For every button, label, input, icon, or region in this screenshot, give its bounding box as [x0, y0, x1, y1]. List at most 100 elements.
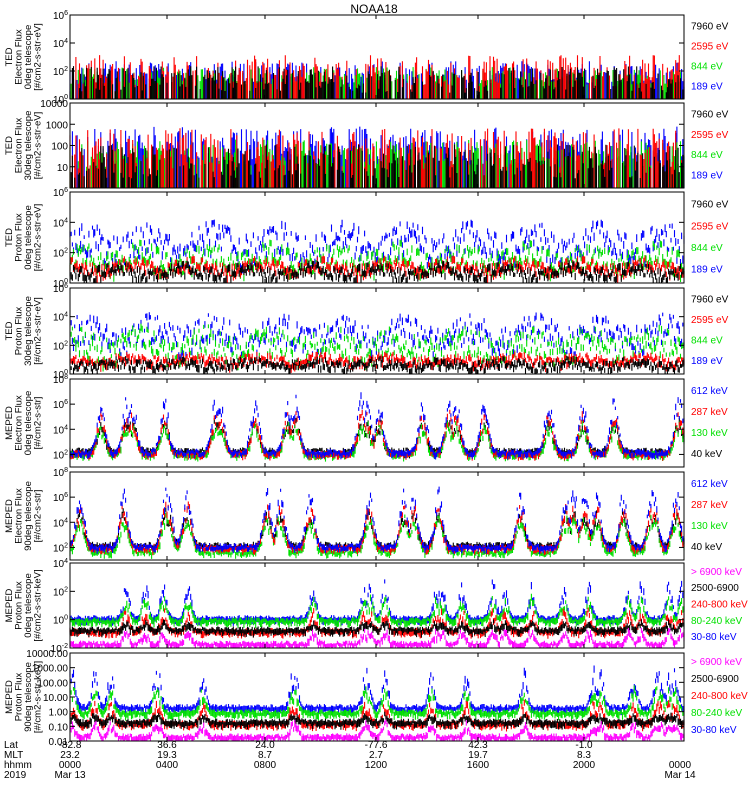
- x-tick-label: 1200: [365, 760, 388, 771]
- y-axis-label-line: 30deg telescope: [23, 111, 34, 181]
- y-axis-label-line: [#/cm2-s-str-eV]: [33, 204, 44, 272]
- y-tick-label: 100: [53, 369, 68, 381]
- x-tick-label: 1600: [467, 760, 490, 771]
- legend-entry: 7960 eV: [691, 110, 729, 121]
- legend-entry: 40 keV: [691, 542, 722, 553]
- y-axis-label-line: [#/cm2-s-str-eV]: [33, 297, 44, 365]
- series-trace-2-1: [70, 144, 684, 188]
- legend-entry: 844 eV: [691, 243, 723, 254]
- y-axis-label-line: [#/cm2-s-str]: [33, 490, 44, 543]
- x-row-label: Lat: [4, 740, 18, 751]
- y-axis-label-line: Proton Flux: [14, 306, 25, 355]
- y-tick-label: 104: [53, 517, 68, 529]
- legend-entry: 30-80 keV: [691, 632, 737, 643]
- legend-entry: 2595 eV: [691, 130, 729, 141]
- series-trace-6-2: [69, 501, 685, 556]
- panel-frame: [69, 378, 685, 468]
- legend-entry: 2500-6900: [691, 583, 739, 594]
- y-axis-label-line: TED: [4, 136, 15, 155]
- y-tick-label: 0.10: [49, 722, 69, 733]
- legend-entry: 2595 eV: [691, 315, 729, 326]
- legend-entry: 189 eV: [691, 170, 723, 181]
- y-axis-label-line: Proton Flux: [14, 672, 25, 721]
- y-axis-label-line: Electron Flux: [14, 29, 25, 85]
- panel-frame: [69, 562, 685, 649]
- y-axis-label-line: TED: [4, 228, 15, 247]
- legend-entry: 2595 eV: [691, 41, 729, 52]
- panel-frame: [69, 471, 685, 561]
- figure-title: NOAA18: [350, 2, 398, 16]
- x-tick-label: 24.0: [255, 740, 275, 751]
- y-tick-label: 100: [53, 615, 68, 627]
- legend-entry: 7960 eV: [691, 21, 729, 32]
- x-tick-label: 23.2: [60, 750, 80, 761]
- y-tick-label: 1000.00: [32, 664, 69, 675]
- y-axis-label-line: [#/cm2-s-str-keV]: [33, 569, 44, 641]
- y-tick-label: 104: [53, 312, 68, 324]
- y-tick-label: 102: [53, 248, 68, 260]
- x-tick-label: 0800: [254, 760, 277, 771]
- y-axis-label-line: Electron Flux: [14, 395, 25, 451]
- legend-entry: 240-800 keV: [691, 691, 748, 702]
- y-axis-label-line: Electron Flux: [14, 488, 25, 544]
- y-axis-label-line: [#/cm2-s-str-keV]: [33, 661, 44, 733]
- x-row-label: 2019: [4, 770, 27, 781]
- legend-entry: 80-240 keV: [691, 616, 742, 627]
- y-tick-label: 100.00: [37, 678, 68, 689]
- y-axis-label-line: 30deg telescope: [23, 296, 34, 366]
- legend-entry: 844 eV: [691, 61, 723, 72]
- y-tick-label: 106: [53, 492, 68, 504]
- y-tick-label: 106: [53, 283, 68, 295]
- legend-entry: > 6900 keV: [691, 657, 742, 668]
- legend-entry: 2500-6900: [691, 674, 739, 685]
- legend-entry: 612 keV: [691, 386, 728, 397]
- panel-8: 0.01 0.10 1.00 10.00 100.00 1000.00 10000.00 ME…: [4, 649, 748, 748]
- x-tick-label: 19.7: [468, 750, 488, 761]
- y-tick-label: 106: [53, 399, 68, 411]
- y-tick-label: 102: [53, 340, 68, 352]
- y-tick-label: 102: [53, 66, 68, 78]
- x-tick-label: 19.3: [157, 750, 177, 761]
- y-tick-label: 100: [51, 142, 68, 153]
- y-axis-label-line: MEPED: [4, 499, 15, 533]
- y-axis-label-line: 0deg telescope: [23, 25, 34, 89]
- x-tick-label: 0000: [669, 760, 692, 771]
- legend-entry: 844 eV: [691, 336, 723, 347]
- y-tick-label: 10-2: [51, 643, 68, 655]
- series-trace-8-3: [69, 699, 685, 732]
- y-tick-label: 102: [53, 449, 68, 461]
- y-axis-label-line: [#/cm2-s-str-eV]: [33, 112, 44, 180]
- x-tick-label: -1.0: [575, 740, 593, 751]
- y-tick-label: 10000.00: [26, 649, 68, 660]
- y-tick-label: 102: [53, 586, 68, 598]
- legend-entry: 189 eV: [691, 356, 723, 367]
- x-tick-label: Mar 14: [664, 770, 696, 781]
- y-tick-label: 104: [53, 217, 68, 229]
- series-trace-7-1: [69, 627, 685, 648]
- y-tick-label: 102: [53, 542, 68, 554]
- series-trace-6-3: [69, 512, 685, 559]
- y-axis-label-line: [#/cm2-s-str-eV]: [33, 23, 44, 91]
- legend-entry: > 6900 keV: [691, 567, 742, 578]
- y-axis-label-line: MEPED: [4, 406, 15, 440]
- y-axis-label-line: 90deg telescope: [23, 662, 34, 732]
- y-tick-label: 108: [53, 467, 68, 479]
- y-tick-label: 106: [53, 187, 68, 199]
- y-tick-label: 1.00: [49, 708, 69, 719]
- x-tick-label: 0000: [59, 760, 82, 771]
- y-axis-label-line: 90deg telescope: [23, 481, 34, 551]
- legend-entry: 240-800 keV: [691, 599, 748, 610]
- legend-entry: 130 keV: [691, 428, 728, 439]
- y-tick-label: 10.00: [43, 693, 68, 704]
- y-tick-label: 104: [53, 558, 68, 570]
- x-tick-label: -82.8: [59, 740, 82, 751]
- series-trace-1-2: [71, 55, 685, 99]
- legend-entry: 7960 eV: [691, 200, 729, 211]
- y-axis-label-line: 0deg telescope: [23, 391, 34, 455]
